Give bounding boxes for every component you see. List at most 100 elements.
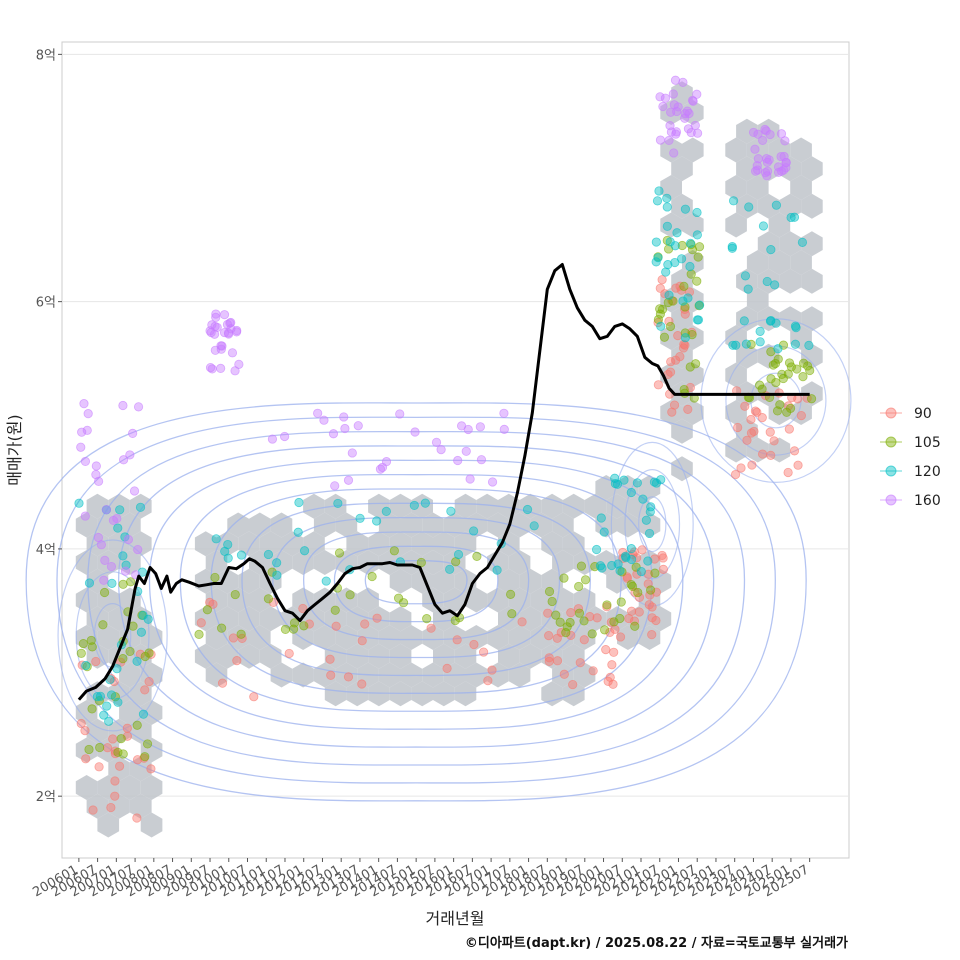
scatter-point-120: [626, 544, 636, 554]
hexbin-cell: [119, 512, 141, 538]
scatter-point-120: [299, 546, 310, 556]
hexbin-cell: [86, 793, 109, 819]
hexbin-cell: [75, 512, 98, 538]
scatter-point-160: [118, 400, 128, 411]
hexbin-cell: [259, 606, 282, 632]
scatter-point-120: [791, 322, 801, 333]
scatter-point-160: [211, 309, 221, 319]
hexbin-cell: [519, 643, 542, 669]
legend-label-105: 105: [914, 435, 941, 451]
scatter-point-90: [752, 407, 762, 417]
scatter-point-90: [606, 617, 616, 627]
scatter-point-160: [133, 545, 143, 555]
scatter-point-120: [420, 498, 430, 508]
scatter-point-120: [591, 544, 602, 555]
hexbin-cell: [378, 512, 401, 538]
hexbin-cell: [541, 493, 563, 519]
scatter-point-160: [207, 364, 217, 374]
scatter-point-120: [599, 527, 609, 537]
hexbin-cell: [682, 212, 704, 238]
scatter-point-120: [74, 498, 84, 508]
hexbin-cell: [649, 606, 672, 632]
scatter-point-120: [685, 238, 696, 248]
hexbin-cell: [86, 568, 109, 594]
scatter-point-160: [91, 461, 101, 471]
scatter-point-90: [573, 604, 584, 614]
scatter-point-120: [445, 564, 455, 574]
hexbin-cell: [140, 662, 163, 688]
hexbin-cell: [411, 531, 433, 557]
scatter-point-105: [82, 662, 92, 672]
hexbin-cell: [768, 250, 791, 275]
hexbin-cell: [227, 512, 249, 538]
scatter-point-105: [559, 573, 569, 583]
scatter-point-120: [804, 340, 814, 350]
scatter-point-90: [357, 679, 367, 689]
hexbin-cell: [108, 756, 130, 782]
scatter-point-160: [475, 422, 485, 432]
legend: 90 105 120 160: [880, 406, 941, 509]
scatter-point-160: [680, 113, 690, 123]
scatter-point-90: [217, 678, 228, 688]
hexbin-cell: [108, 606, 130, 632]
scatter-point-120: [236, 550, 247, 560]
scatter-point-90: [566, 630, 576, 641]
hexbin-cell: [86, 718, 109, 744]
hexbin-cell: [313, 625, 336, 650]
hexbin-cell: [357, 587, 379, 613]
hexbin-cell: [119, 662, 141, 688]
hexbin-cell: [736, 193, 758, 219]
hexbin-cell: [238, 568, 260, 594]
scatter-point-90: [88, 805, 98, 815]
hexbin-cell: [487, 662, 509, 688]
scatter-point-105: [579, 616, 589, 626]
hexbin-cell: [270, 512, 293, 538]
scatter-point-105: [126, 577, 136, 587]
scatter-point-120: [632, 478, 642, 488]
hexbin-cell: [368, 681, 390, 707]
scatter-point-120: [662, 193, 672, 203]
hexbin-cell: [638, 625, 661, 650]
scatter-point-105: [210, 572, 220, 583]
hexbin-cell: [671, 156, 693, 182]
scatter-point-90: [426, 623, 436, 633]
scatter-point-160: [668, 89, 678, 99]
scatter-point-160: [686, 127, 696, 138]
scatter-point-90: [81, 754, 91, 764]
hexbin-cell: [292, 662, 314, 688]
y-tick-label: 6억: [36, 296, 56, 311]
scatter-point-90: [196, 618, 206, 628]
scatter-point-120: [695, 300, 705, 310]
scatter-point-160: [330, 481, 340, 491]
scatter-point-105: [590, 562, 600, 572]
density-contour: [364, 560, 468, 605]
scatter-point-90: [647, 613, 657, 623]
hexbin-cell: [303, 493, 325, 519]
scatter-point-160: [319, 415, 329, 425]
hexbin-cell: [422, 550, 444, 575]
scatter-point-90: [568, 679, 578, 690]
density-contour: [57, 539, 168, 732]
scatter-point-120: [797, 237, 808, 247]
hexbin-cell: [249, 550, 271, 575]
hexbin-cell: [389, 493, 412, 519]
hexbin-cell: [335, 512, 358, 538]
hexbin-cell: [119, 625, 141, 650]
hexbin-cell: [119, 775, 141, 800]
scatter-point-120: [727, 242, 737, 252]
hexbin-cell: [249, 512, 271, 538]
scatter-point-105: [236, 629, 246, 639]
hexbin-cell: [649, 568, 672, 594]
scatter-point-120: [118, 551, 128, 561]
hexbin-cell: [736, 118, 758, 144]
density-contour: [241, 502, 591, 677]
scatter-point-90: [552, 656, 563, 666]
hexbin-cell: [346, 681, 369, 707]
scatter-point-120: [132, 656, 142, 666]
scatter-point-160: [776, 129, 787, 139]
hexbin-cell: [562, 531, 585, 557]
hexbin-cell: [768, 212, 791, 238]
density-contour: [179, 473, 653, 712]
hexbin-cell: [725, 212, 747, 238]
